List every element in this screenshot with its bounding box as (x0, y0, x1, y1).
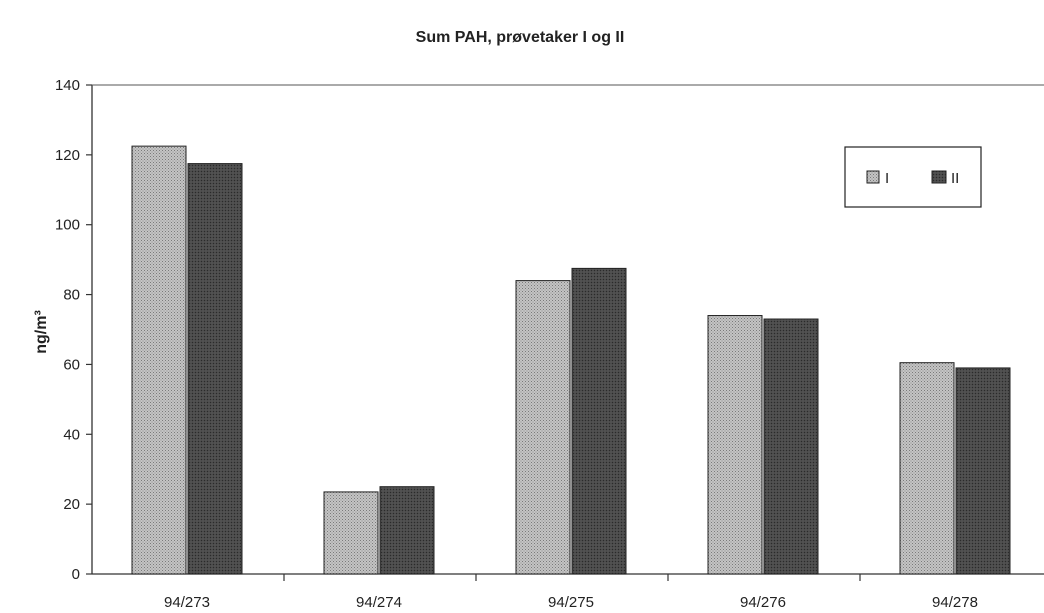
bar-I-94-278 (899, 362, 955, 575)
chart-title: Sum PAH, prøvetaker I og II (416, 29, 625, 46)
y-tick-label: 40 (63, 426, 80, 443)
bar-II-94-276 (763, 318, 819, 575)
y-tick-label: 120 (55, 147, 80, 164)
legend-label-I: I (885, 170, 889, 187)
bar-I-94-274 (323, 491, 379, 575)
y-tick-label: 100 (55, 217, 80, 234)
y-tick-label: 0 (72, 566, 80, 583)
x-tick-label: 94/274 (356, 594, 402, 611)
bar-II-94-278 (955, 367, 1011, 575)
bar-I-94-273 (131, 145, 187, 575)
y-axis-label: ng/m³ (33, 310, 50, 354)
bars (131, 145, 1011, 575)
y-ticks: 0 20 40 60 80 100 120 140 (55, 77, 92, 583)
legend-swatch-II (931, 170, 947, 184)
bar-II-94-274 (379, 486, 435, 575)
y-tick-label: 20 (63, 496, 80, 513)
bar-I-94-275 (515, 280, 571, 575)
legend-box (844, 146, 982, 208)
y-tick-label: 140 (55, 77, 80, 94)
x-tick-label: 94/276 (740, 594, 786, 611)
y-tick-label: 80 (63, 287, 80, 304)
legend-label-II: II (951, 170, 959, 187)
x-ticks: 94/273 94/274 94/275 94/276 94/278 (164, 574, 978, 611)
bar-II-94-275 (571, 267, 627, 575)
x-tick-label: 94/275 (548, 594, 594, 611)
bar-I-94-276 (707, 315, 763, 575)
legend: I II (844, 146, 982, 208)
legend-swatch-I (866, 170, 880, 184)
y-tick-label: 60 (63, 356, 80, 373)
bar-II-94-273 (187, 163, 243, 575)
x-tick-label: 94/273 (164, 594, 210, 611)
x-tick-label: 94/278 (932, 594, 978, 611)
